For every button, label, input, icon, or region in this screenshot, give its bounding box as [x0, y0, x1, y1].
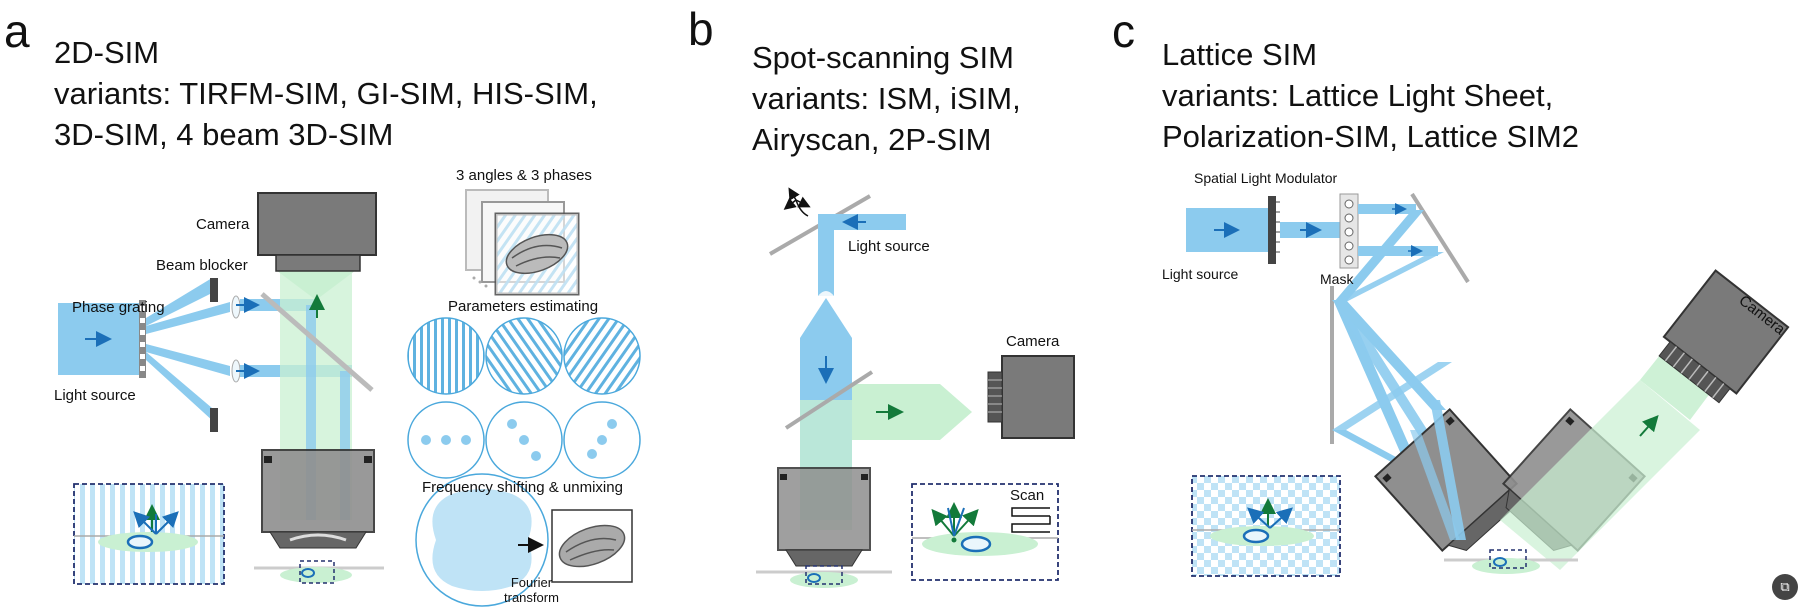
beam-blocker [210, 278, 218, 302]
objective [777, 467, 871, 551]
panel-c-title-line: variants: Lattice Light Sheet, [1162, 78, 1554, 113]
panel-c-title-line: Polarization-SIM, Lattice SIM2 [1162, 119, 1579, 154]
arrow-icon [953, 509, 979, 537]
arrow-icon [953, 507, 965, 537]
panel-a-letter: a [4, 5, 30, 57]
arrow-icon [133, 511, 157, 535]
dichroic-mirror [784, 370, 874, 430]
camera-sensor [275, 254, 361, 272]
fourier-line: transform [504, 590, 559, 605]
dichroic-mirror [260, 292, 374, 392]
spatial-light-modulator [1268, 196, 1276, 264]
fourier-label: Fourier transform [504, 575, 559, 605]
scan-icon [1011, 507, 1051, 533]
arrow-icon [1639, 415, 1659, 437]
panel-b-title: Spot-scanning SIM variants: ISM, iSIM, A… [752, 37, 1021, 160]
panel-c-drawing [1186, 192, 1790, 577]
panel-a-title-line: 2D-SIM [54, 35, 160, 70]
arrow-icon [1269, 507, 1293, 529]
camera-body [257, 192, 377, 256]
panel-c-title: Lattice SIM variants: Lattice Light Shee… [1162, 34, 1579, 157]
sample [790, 572, 858, 588]
lens [231, 295, 241, 319]
mirror [1410, 192, 1470, 284]
camera-body [1658, 269, 1790, 404]
angles-phases-label: 3 angles & 3 phases [456, 167, 592, 184]
slm-label: Spatial Light Modulator [1194, 170, 1338, 186]
diffraction-beam [146, 278, 214, 326]
light-source-label: Light source [54, 387, 136, 404]
camera-label: Camera [1006, 333, 1060, 350]
panel-b-drawing [756, 187, 1075, 588]
light-source-label: Light source [848, 238, 930, 255]
panel-b-title-line: Spot-scanning SIM [752, 40, 1014, 75]
pattern-circle [485, 317, 563, 395]
panel-a-drawing [58, 189, 641, 607]
objective [261, 449, 375, 533]
arrow-icon [947, 507, 955, 537]
panel-b-title-line: variants: ISM, iSIM, [752, 81, 1021, 116]
panel-a-title-line: 3D-SIM, 4 beam 3D-SIM [54, 117, 394, 152]
zoom-box [299, 560, 335, 584]
beam-blocker-label: Beam blocker [156, 257, 248, 274]
corner-icon[interactable]: ⧉ [1772, 574, 1798, 600]
frequency-support [432, 489, 532, 591]
frequency-label: Frequency shifting & unmixing [422, 479, 623, 496]
zoom-box [1489, 549, 1527, 569]
pattern-circle [563, 317, 641, 395]
camera-body [1001, 355, 1075, 439]
sample [280, 567, 352, 583]
light-source-label: Light source [1162, 266, 1239, 282]
arrow-icon [1247, 507, 1271, 529]
diffraction-beam [146, 302, 230, 334]
diffraction-beam [146, 352, 214, 422]
pattern-circle [407, 317, 485, 395]
panel-b-letter: b [688, 3, 714, 55]
panel-b-title-line: Airyscan, 2P-SIM [752, 122, 992, 157]
panel-c-title-line: Lattice SIM [1162, 37, 1318, 72]
diffraction-beam [146, 344, 230, 376]
parameters-label: Parameters estimating [448, 298, 599, 315]
panel-a-title-line: variants: TIRFM-SIM, GI-SIM, HIS-SIM, [54, 76, 598, 111]
sample [1472, 558, 1540, 574]
arrow-icon [155, 511, 179, 535]
scan-label: Scan [1010, 487, 1045, 504]
zoom-box [805, 565, 843, 585]
mask-label: Mask [1320, 271, 1354, 287]
beam-blocker [210, 408, 218, 432]
panel-a-title: 2D-SIM variants: TIRFM-SIM, GI-SIM, HIS-… [54, 32, 598, 155]
camera-label: Camera [196, 216, 250, 233]
zoom-inset [73, 483, 225, 585]
phase-grating [139, 300, 146, 378]
fourier-line: Fourier [510, 575, 553, 590]
arrow-icon [931, 508, 955, 537]
phase-grating-label: Phase grating [72, 299, 165, 316]
panel-c-letter: c [1112, 5, 1135, 57]
zoom-inset [1191, 475, 1341, 577]
